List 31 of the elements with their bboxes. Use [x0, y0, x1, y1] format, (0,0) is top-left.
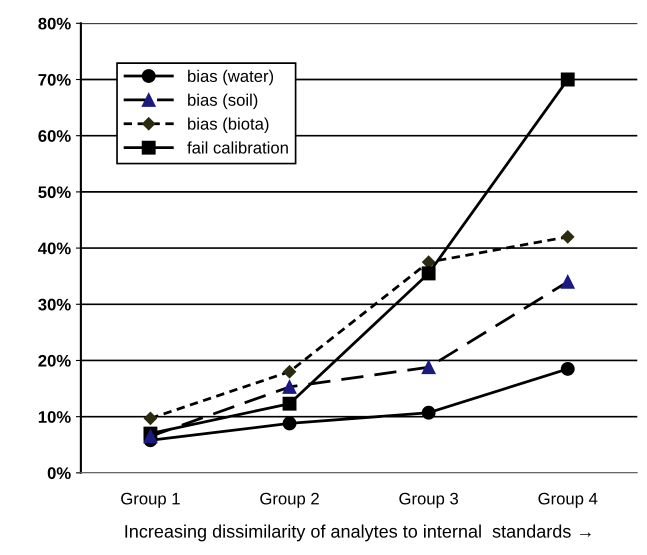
point: [282, 380, 296, 394]
x-tick-label: Group 4: [538, 492, 598, 508]
y-tick-label: 50%: [38, 186, 71, 198]
y-tick-label: 10%: [38, 411, 71, 423]
y-tick-label: 40%: [38, 242, 71, 254]
point: [282, 365, 296, 378]
legend-label: bias (water): [188, 70, 274, 86]
x-axis-title: Increasing dissimilarity of analytes to internal standards →: [125, 524, 591, 542]
x-tick-label: Group 1: [121, 492, 180, 508]
y-tick-label: 20%: [38, 354, 71, 367]
y-tick-label: 70%: [38, 74, 71, 86]
point: [282, 396, 296, 411]
point: [561, 230, 574, 244]
point: [560, 362, 575, 376]
point: [422, 360, 436, 374]
y-tick-label: 80%: [38, 18, 71, 30]
x-tick-label: Group 2: [260, 492, 319, 508]
point: [144, 412, 158, 425]
x-tick-label: Group 3: [399, 492, 458, 508]
point: [282, 416, 296, 430]
point: [422, 406, 436, 420]
point: [560, 72, 575, 86]
y-tick-label: 60%: [38, 130, 71, 142]
legend-label: fail calibration: [187, 141, 288, 154]
legend-label: bias (biota): [188, 118, 268, 134]
point: [143, 429, 158, 444]
point: [560, 274, 575, 289]
point: [422, 266, 436, 280]
y-tick-label: 0%: [48, 467, 71, 480]
y-tick-label: 30%: [38, 298, 71, 311]
legend-label: bias (soil): [188, 94, 258, 110]
